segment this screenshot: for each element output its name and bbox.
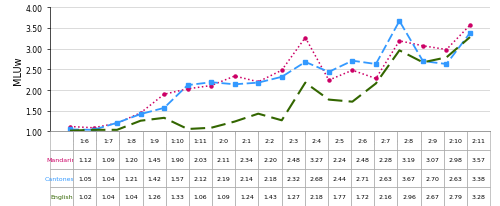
Line: Mandarin: Mandarin <box>68 25 471 130</box>
Cantonese <box>138 113 143 116</box>
English <box>90 129 96 131</box>
English <box>302 82 308 84</box>
Cantonese <box>350 60 356 63</box>
English <box>255 113 261 115</box>
Cantonese <box>67 129 73 131</box>
English <box>114 129 120 131</box>
Mandarin <box>161 94 167 96</box>
English <box>350 101 356 103</box>
Mandarin <box>350 70 356 72</box>
English <box>467 37 473 39</box>
Cantonese <box>208 82 214 84</box>
English <box>373 83 379 85</box>
Mandarin <box>255 81 261 84</box>
English <box>208 127 214 129</box>
Mandarin <box>444 49 450 52</box>
English <box>138 120 143 122</box>
Mandarin <box>302 37 308 40</box>
Cantonese <box>232 84 237 86</box>
Mandarin <box>279 70 285 72</box>
Mandarin <box>420 45 426 48</box>
English <box>184 128 190 131</box>
Cantonese <box>279 76 285 79</box>
Mandarin <box>138 112 143 115</box>
English <box>161 117 167 119</box>
English <box>279 119 285 122</box>
English <box>396 50 402 52</box>
Cantonese <box>184 84 190 87</box>
English <box>326 99 332 101</box>
English <box>67 130 73 132</box>
English <box>232 121 237 123</box>
Mandarin <box>208 85 214 87</box>
Line: Cantonese: Cantonese <box>68 20 471 132</box>
Mandarin <box>232 75 237 78</box>
Mandarin <box>396 40 402 43</box>
Mandarin <box>467 25 473 27</box>
Cantonese <box>255 82 261 84</box>
English <box>420 62 426 64</box>
Cantonese <box>444 63 450 66</box>
Mandarin <box>90 127 96 129</box>
Mandarin <box>67 126 73 128</box>
Cantonese <box>114 122 120 124</box>
Cantonese <box>161 107 167 110</box>
Line: English: English <box>70 38 470 131</box>
Cantonese <box>326 71 332 74</box>
Cantonese <box>373 63 379 66</box>
Mandarin <box>184 88 190 91</box>
Y-axis label: MLUw: MLUw <box>12 56 22 84</box>
English <box>444 57 450 59</box>
Cantonese <box>396 21 402 23</box>
Cantonese <box>467 33 473 35</box>
Cantonese <box>90 129 96 131</box>
Mandarin <box>114 122 120 125</box>
Cantonese <box>302 61 308 64</box>
Mandarin <box>326 80 332 82</box>
Mandarin <box>373 78 379 80</box>
Cantonese <box>420 61 426 63</box>
